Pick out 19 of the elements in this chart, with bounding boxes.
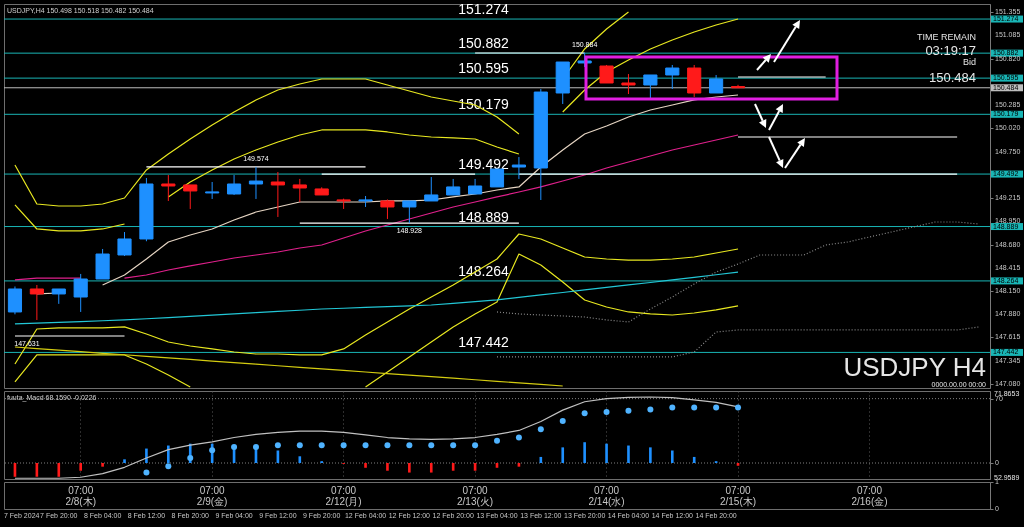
x-tick-label: 07:00 2/13(火) bbox=[457, 484, 494, 507]
x-tick-label: 07:00 2/16(金) bbox=[851, 484, 888, 507]
x-tick-label: 07:00 2/8(木) bbox=[65, 484, 96, 507]
x-tick-label: 07:00 2/14(水) bbox=[588, 484, 625, 507]
ref-line-label: 149.492 bbox=[458, 156, 510, 173]
annotation: USDJPY H4 bbox=[843, 352, 986, 382]
x-tick-label: 07:00 2/9(金) bbox=[196, 484, 228, 507]
ref-line-label: 151.274 bbox=[458, 1, 510, 18]
annotation: 150.484 bbox=[929, 70, 976, 85]
ref-line-label: 147.442 bbox=[458, 334, 510, 351]
annotation: 03:19:17 bbox=[925, 43, 976, 58]
ref-line-label: 150.179 bbox=[458, 96, 510, 113]
ref-line-label: 150.882 bbox=[458, 35, 510, 52]
ref-line-label: 150.595 bbox=[458, 60, 510, 77]
annotation: Bid bbox=[962, 57, 976, 67]
annotation: TIME REMAIN bbox=[916, 32, 976, 42]
x-tick-label: 07:00 2/15(木) bbox=[719, 484, 757, 507]
x-tick-label: 07:00 2/12(月) bbox=[325, 484, 362, 507]
ref-line-label: 148.889 bbox=[458, 208, 510, 225]
